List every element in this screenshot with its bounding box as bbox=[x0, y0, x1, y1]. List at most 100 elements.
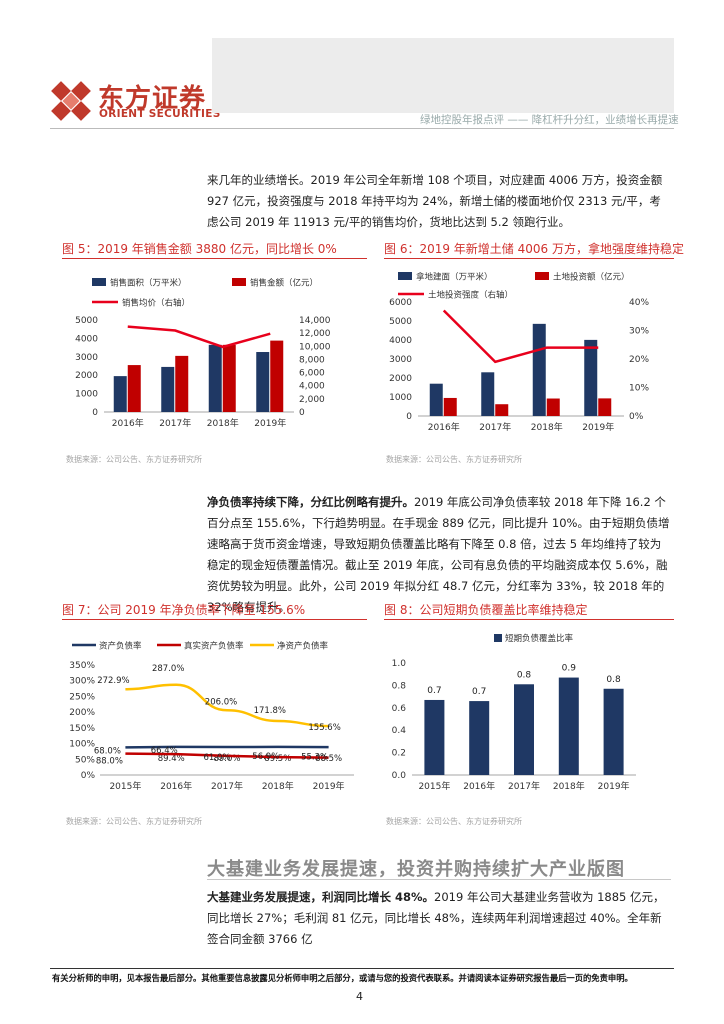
brand-name-en: ORIENT SECURITIES bbox=[99, 108, 221, 120]
figure-5-source: 数据来源：公司公告、东方证券研究所 bbox=[66, 455, 202, 464]
y-tick-label: 0.4 bbox=[392, 726, 407, 736]
data-label: 287.0% bbox=[152, 664, 184, 674]
y-tick-label: 0 bbox=[92, 408, 98, 418]
data-label: 68.0% bbox=[94, 747, 121, 757]
y2-tick-label: 8,000 bbox=[299, 355, 325, 365]
bar-2 bbox=[514, 684, 534, 775]
x-tick-label: 2019年 bbox=[313, 780, 345, 792]
y-tick-label: 3000 bbox=[389, 355, 412, 365]
header-band bbox=[212, 38, 674, 113]
paragraph-3-text: 2019 年公司大基建业务营收为 1885 亿元，同比增长 27%；毛利润 81… bbox=[207, 890, 665, 946]
bar-4 bbox=[603, 688, 624, 775]
legend-swatch-0 bbox=[92, 278, 106, 286]
figure-5-rule bbox=[62, 258, 367, 259]
x-tick-label: 2017年 bbox=[211, 780, 243, 792]
legend-label-1: 真实资产负债率 bbox=[184, 641, 244, 652]
data-label: 66.4% bbox=[151, 746, 178, 756]
legend-label-1: 土地投资额（亿元） bbox=[553, 272, 630, 283]
bar-3 bbox=[558, 677, 579, 775]
y-tick-label: 0.8 bbox=[392, 681, 407, 691]
bar-1 bbox=[469, 701, 490, 775]
y2-tick-label: 10,000 bbox=[299, 342, 331, 352]
data-label: 89.4% bbox=[158, 754, 185, 764]
y-tick-label: 2000 bbox=[389, 374, 412, 384]
legend-label-2: 净资产负债率 bbox=[277, 641, 329, 652]
y-tick-label: 150% bbox=[69, 724, 95, 734]
y-tick-label: 2000 bbox=[75, 371, 98, 381]
footer-disclaimer: 有关分析师的申明，见本报告最后部分。其他重要信息披露见分析师申明之后部分，或请与… bbox=[52, 973, 633, 983]
y-tick-label: 0 bbox=[406, 412, 412, 422]
y-tick-label: 350% bbox=[69, 661, 95, 671]
footer-divider bbox=[50, 968, 674, 969]
y-tick-label: 0.2 bbox=[392, 749, 406, 759]
legend-label-0: 短期负债覆盖比率 bbox=[505, 633, 574, 644]
bar-1-1 bbox=[175, 355, 189, 412]
data-label: 155.6% bbox=[308, 723, 340, 733]
x-tick-label: 2017年 bbox=[479, 421, 511, 433]
series-line bbox=[127, 325, 271, 349]
brand-name-cn: 东方证券 bbox=[98, 84, 207, 114]
figure-5-title: 图 5：2019 年销售金额 3880 亿元，同比增长 0% bbox=[62, 242, 337, 256]
bar-1-0 bbox=[443, 397, 457, 416]
x-tick-label: 2015年 bbox=[418, 780, 450, 792]
body-paragraph-3: 大基建业务发展提速，利润同比增长 48%。2019 年公司大基建业务营收为 18… bbox=[207, 887, 671, 950]
data-label: 0.8 bbox=[517, 670, 532, 680]
figure-6-rule bbox=[384, 258, 674, 259]
data-label: 89.5% bbox=[264, 754, 291, 764]
data-label: 0.7 bbox=[472, 687, 486, 697]
y2-tick-label: 20% bbox=[629, 355, 649, 365]
y-tick-label: 1000 bbox=[75, 390, 98, 400]
bar-1-1 bbox=[495, 404, 509, 416]
x-tick-label: 2019年 bbox=[598, 780, 630, 792]
legend-swatch-1 bbox=[535, 272, 549, 280]
legend-label-2: 销售均价（右轴） bbox=[122, 298, 190, 309]
data-label: 56.9% bbox=[252, 752, 279, 762]
paragraph-2-text: 2019 年底公司净负债率较 2018 年下降 16.2 个百分点至 155.6… bbox=[207, 495, 670, 614]
body-paragraph-1: 来几年的业绩增长。2019 年公司全年新增 108 个项目，对应建面 4006 … bbox=[207, 173, 663, 229]
data-label: 0.7 bbox=[427, 686, 441, 696]
data-label: 272.9% bbox=[97, 676, 129, 686]
figure-8-source: 数据来源：公司公告、东方证券研究所 bbox=[386, 817, 522, 826]
y-tick-label: 1.0 bbox=[392, 659, 407, 669]
legend-label-0: 拿地建面（万平米） bbox=[416, 272, 493, 283]
bar-0 bbox=[424, 699, 445, 775]
company-logo-icon bbox=[50, 80, 92, 122]
bar-1-2 bbox=[546, 398, 560, 416]
bar-0-1 bbox=[161, 366, 175, 412]
figure-8-chart: 短期负债覆盖比率 0.0 0.2 0.4 0.6 0.8 1.0 0.7 2015年 0.7 201… bbox=[392, 633, 636, 792]
paragraph-2-lead: 净负债率持续下降，分红比例略有提升。 bbox=[207, 495, 414, 509]
series-line-1 bbox=[125, 752, 329, 759]
y-tick-label: 5000 bbox=[75, 316, 98, 326]
data-label: 0.9 bbox=[562, 664, 577, 674]
x-tick-label: 2016年 bbox=[160, 780, 192, 792]
y2-tick-label: 40% bbox=[629, 298, 649, 308]
data-label: 89.0% bbox=[213, 754, 240, 764]
paragraph-3-lead: 大基建业务发展提速，利润同比增长 48%。 bbox=[207, 890, 435, 904]
bar-1-0 bbox=[127, 365, 141, 412]
section-heading: 大基建业务发展提速，投资并购持续扩大产业版图 bbox=[207, 859, 625, 880]
bar-1-3 bbox=[598, 398, 612, 416]
bar-1-3 bbox=[270, 340, 284, 412]
y-tick-label: 1000 bbox=[389, 393, 412, 403]
figure-7-source: 数据来源：公司公告、东方证券研究所 bbox=[66, 817, 202, 826]
figure-7-chart: 资产负债率 真实资产负债率 净资产负债率 0% 50% 100% 150% 200% 250% 3… bbox=[69, 641, 354, 792]
y2-tick-label: 30% bbox=[629, 327, 649, 337]
y-tick-label: 4000 bbox=[75, 334, 98, 344]
legend-swatch-0 bbox=[398, 272, 412, 280]
bar-1-2 bbox=[222, 344, 236, 412]
y-tick-label: 6000 bbox=[389, 298, 412, 308]
bar-0-1 bbox=[481, 372, 495, 416]
figure-7-rule bbox=[62, 619, 367, 620]
figure-5-chart: 销售面积（万平米） 销售金额（亿元） 销售均价（右轴） 0 1000 2000 3000 40… bbox=[75, 278, 331, 430]
figure-6-source: 数据来源：公司公告、东方证券研究所 bbox=[386, 455, 522, 464]
x-tick-label: 2015年 bbox=[109, 780, 141, 792]
y2-tick-label: 4,000 bbox=[299, 382, 325, 392]
section-divider bbox=[207, 879, 671, 880]
figure-8-title: 图 8：公司短期负债覆盖比率维持稳定 bbox=[384, 603, 588, 617]
y-tick-label: 0.0 bbox=[392, 771, 407, 781]
legend-label-0: 资产负债率 bbox=[99, 641, 142, 652]
bar-0-3 bbox=[256, 352, 270, 412]
x-tick-label: 2018年 bbox=[207, 417, 239, 429]
bar-0-0 bbox=[429, 383, 443, 416]
report-title: 绿地控股年报点评 —— 降杠杆升分红，业绩增长再提速 bbox=[420, 114, 679, 126]
